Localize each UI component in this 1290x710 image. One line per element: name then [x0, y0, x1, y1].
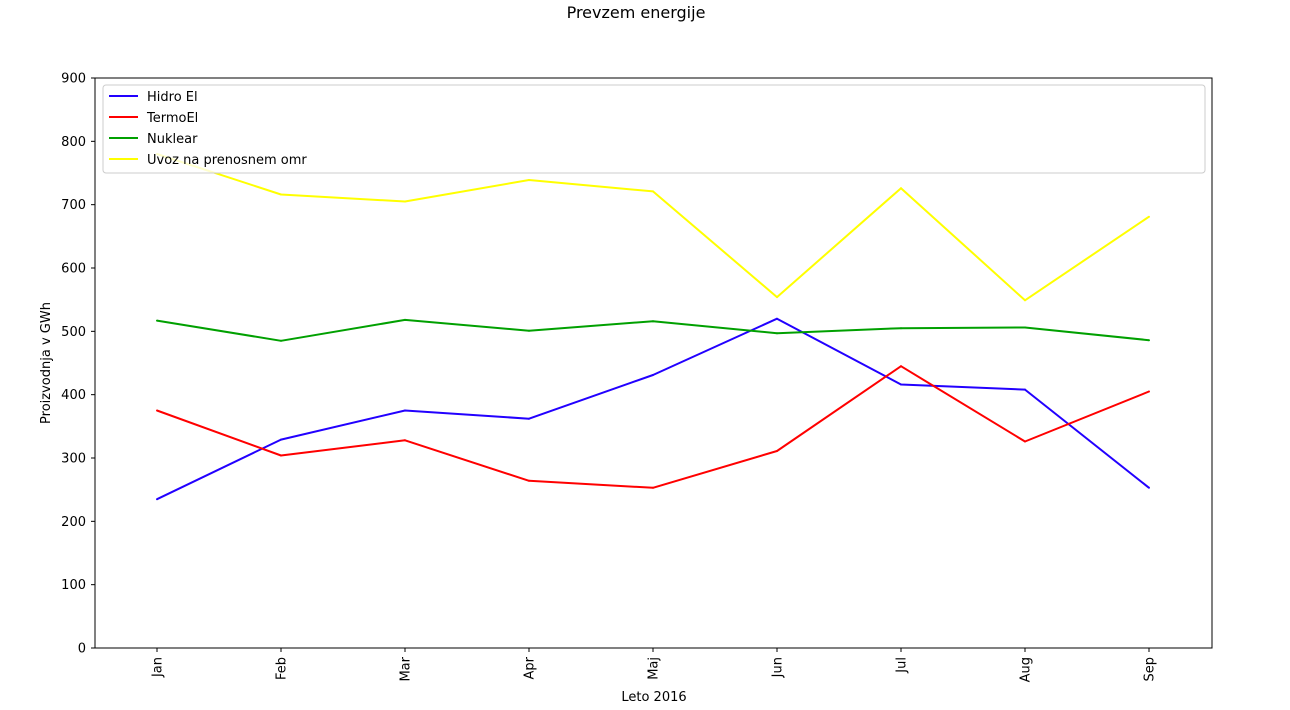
data-point-3-2 — [404, 200, 406, 203]
x-axis-label: Leto 2016 — [621, 690, 686, 705]
x-tick-label: Apr — [523, 656, 538, 679]
data-point-0-6 — [900, 383, 902, 386]
y-tick-label: 600 — [61, 262, 86, 277]
legend-label: Uvoz na prenosnem omr — [147, 153, 307, 168]
legend-box — [102, 84, 1206, 174]
y-tick-label: 500 — [61, 325, 86, 340]
x-tick-label: Jan — [151, 657, 166, 678]
legend-label: Nuklear — [147, 132, 198, 147]
plot-lines — [156, 153, 1150, 501]
data-point-3-7 — [1024, 299, 1026, 302]
data-point-1-7 — [1024, 440, 1026, 443]
data-point-1-2 — [404, 439, 406, 442]
series-line-1 — [156, 365, 1150, 489]
data-point-1-4 — [652, 486, 654, 489]
data-point-2-3 — [528, 329, 530, 332]
data-point-2-2 — [404, 318, 406, 321]
series-line-0 — [156, 317, 1150, 501]
data-point-0-3 — [528, 417, 530, 420]
data-point-2-4 — [652, 320, 654, 323]
y-tick-label: 200 — [61, 515, 86, 530]
data-point-1-8 — [1148, 390, 1150, 393]
x-tick-label: Maj — [647, 657, 662, 680]
data-point-0-0 — [156, 498, 158, 501]
y-tick-label: 900 — [61, 72, 86, 87]
data-point-1-5 — [776, 450, 778, 452]
x-tick-label: Jun — [771, 657, 786, 678]
y-tick-label: 300 — [61, 452, 86, 467]
data-point-2-1 — [280, 339, 282, 342]
y-axis-label: Proizvodnja v GWh — [39, 302, 54, 424]
y-tick-label: 800 — [61, 135, 86, 150]
data-point-0-7 — [1024, 388, 1026, 391]
data-point-0-2 — [404, 409, 406, 412]
data-point-2-5 — [776, 332, 778, 335]
x-tick-label: Sep — [1143, 657, 1158, 682]
data-point-1-1 — [280, 454, 282, 457]
data-point-3-5 — [776, 296, 778, 299]
data-point-2-8 — [1148, 339, 1150, 342]
data-point-3-1 — [280, 193, 282, 196]
data-point-3-4 — [652, 190, 654, 193]
data-point-1-6 — [900, 365, 902, 368]
x-axis: Jan Feb Mar Apr Maj Jun Jul Aug Sep — [151, 648, 1158, 682]
data-point-3-8 — [1148, 215, 1150, 218]
data-point-1-3 — [528, 479, 530, 482]
legend-label: Hidro El — [147, 90, 198, 105]
legend-label: TermoEl — [146, 111, 198, 126]
data-point-2-6 — [900, 327, 902, 330]
series-line-3 — [156, 153, 1150, 302]
x-tick-label: Feb — [275, 657, 290, 680]
data-point-0-5 — [776, 317, 778, 320]
data-point-2-0 — [156, 319, 158, 322]
y-tick-label: 100 — [61, 578, 86, 593]
series-line-2 — [156, 318, 1150, 342]
data-point-2-7 — [1024, 326, 1026, 329]
data-point-0-8 — [1148, 486, 1150, 489]
data-point-3-3 — [528, 179, 530, 181]
chart-title: Prevzem energije — [567, 3, 706, 22]
y-tick-label: 400 — [61, 388, 86, 403]
y-tick-label: 0 — [78, 642, 86, 657]
x-tick-label: Mar — [399, 656, 414, 681]
x-tick-label: Jul — [895, 657, 910, 674]
data-point-3-6 — [900, 187, 902, 190]
y-axis: 0 100 200 300 400 500 600 700 800 900 — [61, 72, 95, 657]
legend: Hidro El TermoEl Nuklear Uvoz na prenosnem … — [102, 84, 1206, 174]
data-point-0-4 — [652, 374, 654, 376]
x-tick-label: Aug — [1019, 657, 1034, 682]
data-point-0-1 — [280, 438, 282, 441]
data-point-1-0 — [156, 409, 158, 412]
y-tick-label: 700 — [61, 198, 86, 213]
